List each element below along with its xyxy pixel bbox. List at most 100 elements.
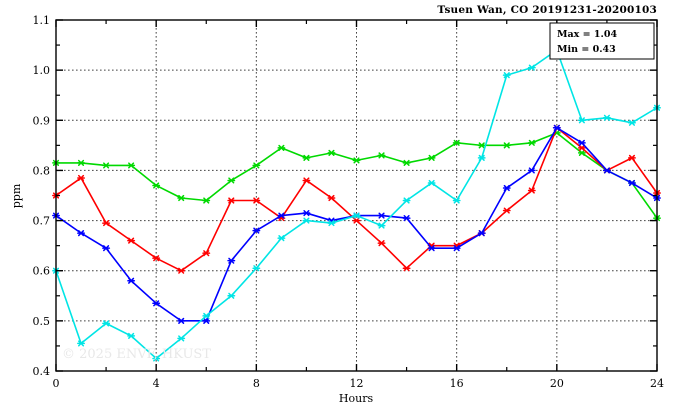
data-point-marker [253,265,260,272]
x-axis-tick-label: 16 [450,377,464,390]
y-axis-tick-label: 0.9 [33,114,51,127]
tick-labels-layer: 0.4 0.5 0.6 0.7 0.8 0.9 1.0 1.1 0 4 8 12 16 20 24 [33,14,665,390]
data-point-marker [77,159,85,166]
stats-min-label: Min = 0.43 [557,44,616,55]
data-point-marker [103,162,110,169]
data-point-marker [178,267,185,274]
data-point-marker [103,320,110,327]
data-point-marker [328,149,335,156]
data-point-marker [628,179,636,187]
data-point-marker [253,227,260,234]
data-point-marker [103,220,110,227]
data-point-marker [203,250,210,257]
data-point-marker [228,197,235,204]
data-point-marker [578,117,585,124]
data-point-marker [153,182,160,189]
data-point-marker [428,179,435,187]
x-axis-tick-label: 12 [350,377,364,390]
data-point-marker [503,207,510,214]
data-point-marker [303,177,310,184]
watermark: © 2025 ENVF, HKUST [62,347,211,362]
data-point-marker [128,277,135,284]
data-point-marker [328,220,335,227]
stats-legend-box: Max = 1.04 Min = 0.43 [549,22,655,60]
data-point-marker [528,139,535,146]
data-point-marker [303,154,310,161]
data-point-marker [253,162,260,169]
data-point-marker [303,209,310,217]
data-point-marker [578,144,585,151]
data-point-marker [553,129,560,136]
y-axis-tick-label: 0.8 [33,164,51,177]
data-point-marker [503,142,510,149]
data-point-marker [403,265,410,272]
data-point-marker [77,174,85,182]
data-point-marker [153,300,160,307]
data-point-marker [603,167,610,174]
data-point-marker [378,222,385,229]
data-point-marker [153,255,160,262]
data-point-marker [228,257,235,264]
data-point-marker [228,292,235,299]
data-point-marker [278,212,285,219]
data-point-marker [378,240,385,247]
data-point-marker [77,230,85,237]
data-point-marker [77,340,85,347]
x-axis-tick-label: 20 [550,377,564,390]
y-axis-tick-label: 0.7 [33,215,51,228]
y-axis-title: ppm [10,183,23,208]
data-point-marker [153,355,160,362]
data-point-marker [478,142,485,149]
data-point-marker [278,235,285,242]
data-point-marker [178,335,185,342]
x-axis-tick-label: 24 [650,377,664,390]
y-axis-tick-label: 0.6 [33,265,51,278]
data-point-marker [628,119,636,126]
data-point-marker [103,245,110,252]
data-point-marker [403,215,410,222]
data-point-marker [528,167,535,174]
stats-max-label: Max = 1.04 [557,29,617,40]
data-point-marker [203,312,210,319]
data-point-marker [378,212,385,219]
y-axis-tick-label: 1.1 [33,14,51,27]
data-point-marker [303,217,310,224]
data-point-marker [428,154,435,161]
data-point-marker [578,139,585,146]
data-point-marker [203,317,210,324]
data-point-marker [528,64,535,71]
data-point-marker [578,149,585,156]
data-point-marker [553,124,560,131]
data-point-marker [428,245,435,252]
chart-title: Tsuen Wan, CO 20191231-20200103 [437,4,657,16]
data-point-marker [503,184,510,192]
data-point-marker [278,144,285,151]
data-point-marker [253,197,260,204]
data-point-marker [403,197,410,204]
data-point-marker [128,332,135,339]
data-point-marker [628,154,636,161]
data-point-marker [453,197,460,204]
x-axis-tick-label: 0 [53,377,60,390]
y-axis-tick-label: 0.4 [33,365,51,378]
data-point-marker [353,217,360,224]
data-point-marker [528,187,535,194]
y-axis-tick-label: 1.0 [33,64,51,77]
axes-layer [55,19,658,372]
x-axis-tick-label: 4 [153,377,160,390]
data-point-marker [403,159,410,166]
data-point-marker [478,154,485,161]
data-series-layer [52,47,661,362]
x-axis-title: Hours [339,392,374,405]
data-point-marker [178,317,185,324]
data-point-marker [478,230,485,237]
data-point-marker [378,152,385,159]
data-point-marker [328,194,335,202]
data-point-marker [353,157,360,164]
data-point-marker [178,194,185,202]
data-point-marker [503,72,510,79]
data-point-marker [228,177,235,184]
